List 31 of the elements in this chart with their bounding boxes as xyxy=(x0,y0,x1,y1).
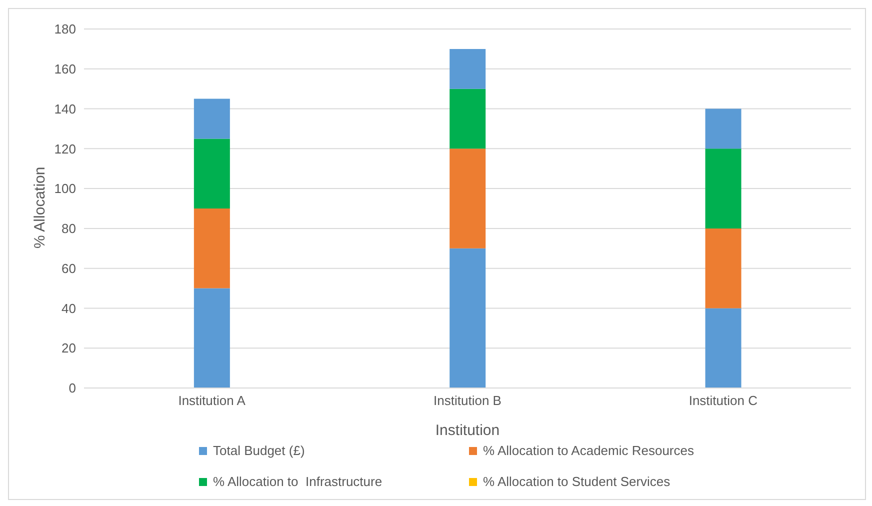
bar xyxy=(705,108,742,149)
legend-label: Total Budget (£) xyxy=(213,443,305,458)
y-tick-label: 140 xyxy=(54,101,76,116)
y-tick-label: 0 xyxy=(68,380,76,396)
bar xyxy=(450,48,486,89)
bar xyxy=(705,228,742,308)
bar xyxy=(194,288,230,388)
legend-label: % Allocation to Infrastructure xyxy=(213,474,382,489)
y-axis-title: % Allocation xyxy=(31,166,48,248)
bar xyxy=(450,88,486,149)
bar xyxy=(194,98,230,139)
y-tick-label: 120 xyxy=(54,141,76,156)
y-tick-label: 180 xyxy=(54,22,76,37)
x-tick-label: Institution A xyxy=(178,393,246,408)
y-tick-label: 20 xyxy=(62,340,76,356)
legend-label: % Allocation to Student Services xyxy=(483,474,670,489)
x-tick-label: Institution C xyxy=(688,393,758,408)
bar xyxy=(450,248,486,388)
bar xyxy=(194,208,230,288)
bar xyxy=(194,138,230,208)
bar xyxy=(450,148,486,248)
y-tick-label: 160 xyxy=(54,62,76,77)
y-tick-label: 60 xyxy=(62,260,76,276)
x-tick-label: Institution B xyxy=(434,393,502,408)
y-tick-label: 40 xyxy=(62,300,76,316)
y-tick-label: 80 xyxy=(62,221,76,236)
legend-label: % Allocation to Academic Resources xyxy=(483,443,694,458)
bar xyxy=(705,308,742,388)
bar xyxy=(705,148,742,228)
x-axis-title: Institution xyxy=(435,422,500,439)
y-tick-label: 100 xyxy=(54,181,76,196)
